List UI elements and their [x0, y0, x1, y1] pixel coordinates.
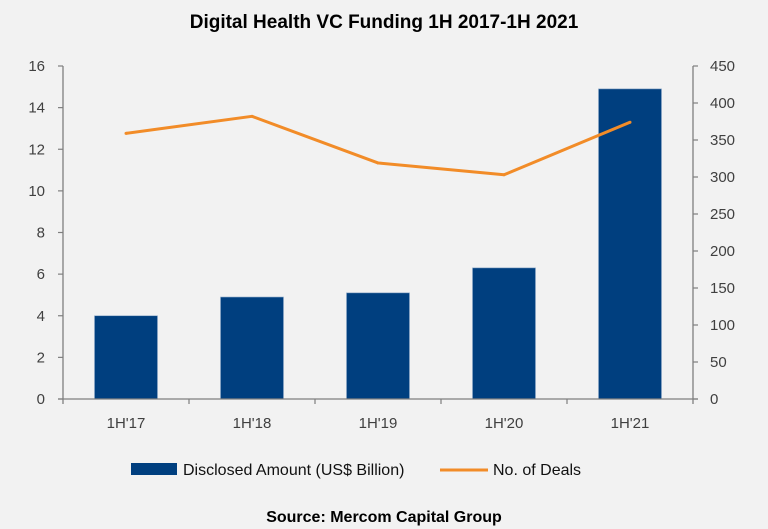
x-tick-label: 1H'17	[107, 415, 146, 432]
deals-point-1H'19	[376, 161, 380, 165]
right-tick-label: 300	[710, 169, 735, 186]
right-tick-label: 450	[710, 58, 735, 75]
legend-label-bar: Disclosed Amount (US$ Billion)	[183, 462, 404, 479]
left-tick-label: 10	[28, 183, 45, 200]
source-note: Source: Mercom Capital Group	[266, 509, 502, 526]
right-tick-label: 50	[710, 354, 727, 371]
left-tick-label: 4	[37, 308, 45, 325]
x-tick-label: 1H'20	[485, 415, 524, 432]
right-tick-label: 400	[710, 95, 735, 112]
left-tick-label: 0	[37, 391, 45, 408]
left-tick-label: 14	[28, 100, 45, 117]
bar-1H'17	[94, 315, 158, 400]
left-tick-label: 2	[37, 349, 45, 366]
deals-point-1H'20	[502, 173, 506, 177]
right-tick-label: 0	[710, 391, 718, 408]
right-tick-label: 350	[710, 132, 735, 149]
legend-label-line: No. of Deals	[493, 462, 581, 479]
right-tick-label: 250	[710, 206, 735, 223]
x-tick-label: 1H'19	[359, 415, 398, 432]
right-tick-label: 200	[710, 243, 735, 260]
left-tick-label: 6	[37, 266, 45, 283]
bar-1H'21	[598, 88, 662, 400]
bars-layer	[94, 88, 662, 400]
deals-line	[125, 114, 631, 177]
left-tick-label: 8	[37, 225, 45, 242]
legend-swatch-bar	[131, 463, 177, 475]
bar-1H'18	[220, 296, 284, 400]
bar-1H'20	[472, 267, 536, 400]
line-layer	[124, 114, 632, 177]
axes-layer: 0 2 4 6 8 10 12 14 16 0 50 100 150 200 250 300 350 400 450…	[28, 58, 735, 432]
left-tick-label: 16	[28, 58, 45, 75]
right-tick-label: 150	[710, 280, 735, 297]
left-tick-label: 12	[28, 141, 45, 158]
deals-point-1H'18	[250, 114, 254, 118]
legend: Disclosed Amount (US$ Billion) No. of De…	[131, 462, 581, 479]
deals-point-1H'21	[628, 120, 632, 124]
x-tick-label: 1H'18	[233, 415, 272, 432]
chart-title: Digital Health VC Funding 1H 2017-1H 202…	[190, 12, 579, 33]
deals-point-1H'17	[124, 131, 128, 135]
right-tick-label: 100	[710, 317, 735, 334]
x-tick-label: 1H'21	[611, 415, 650, 432]
bar-1H'19	[346, 292, 410, 400]
